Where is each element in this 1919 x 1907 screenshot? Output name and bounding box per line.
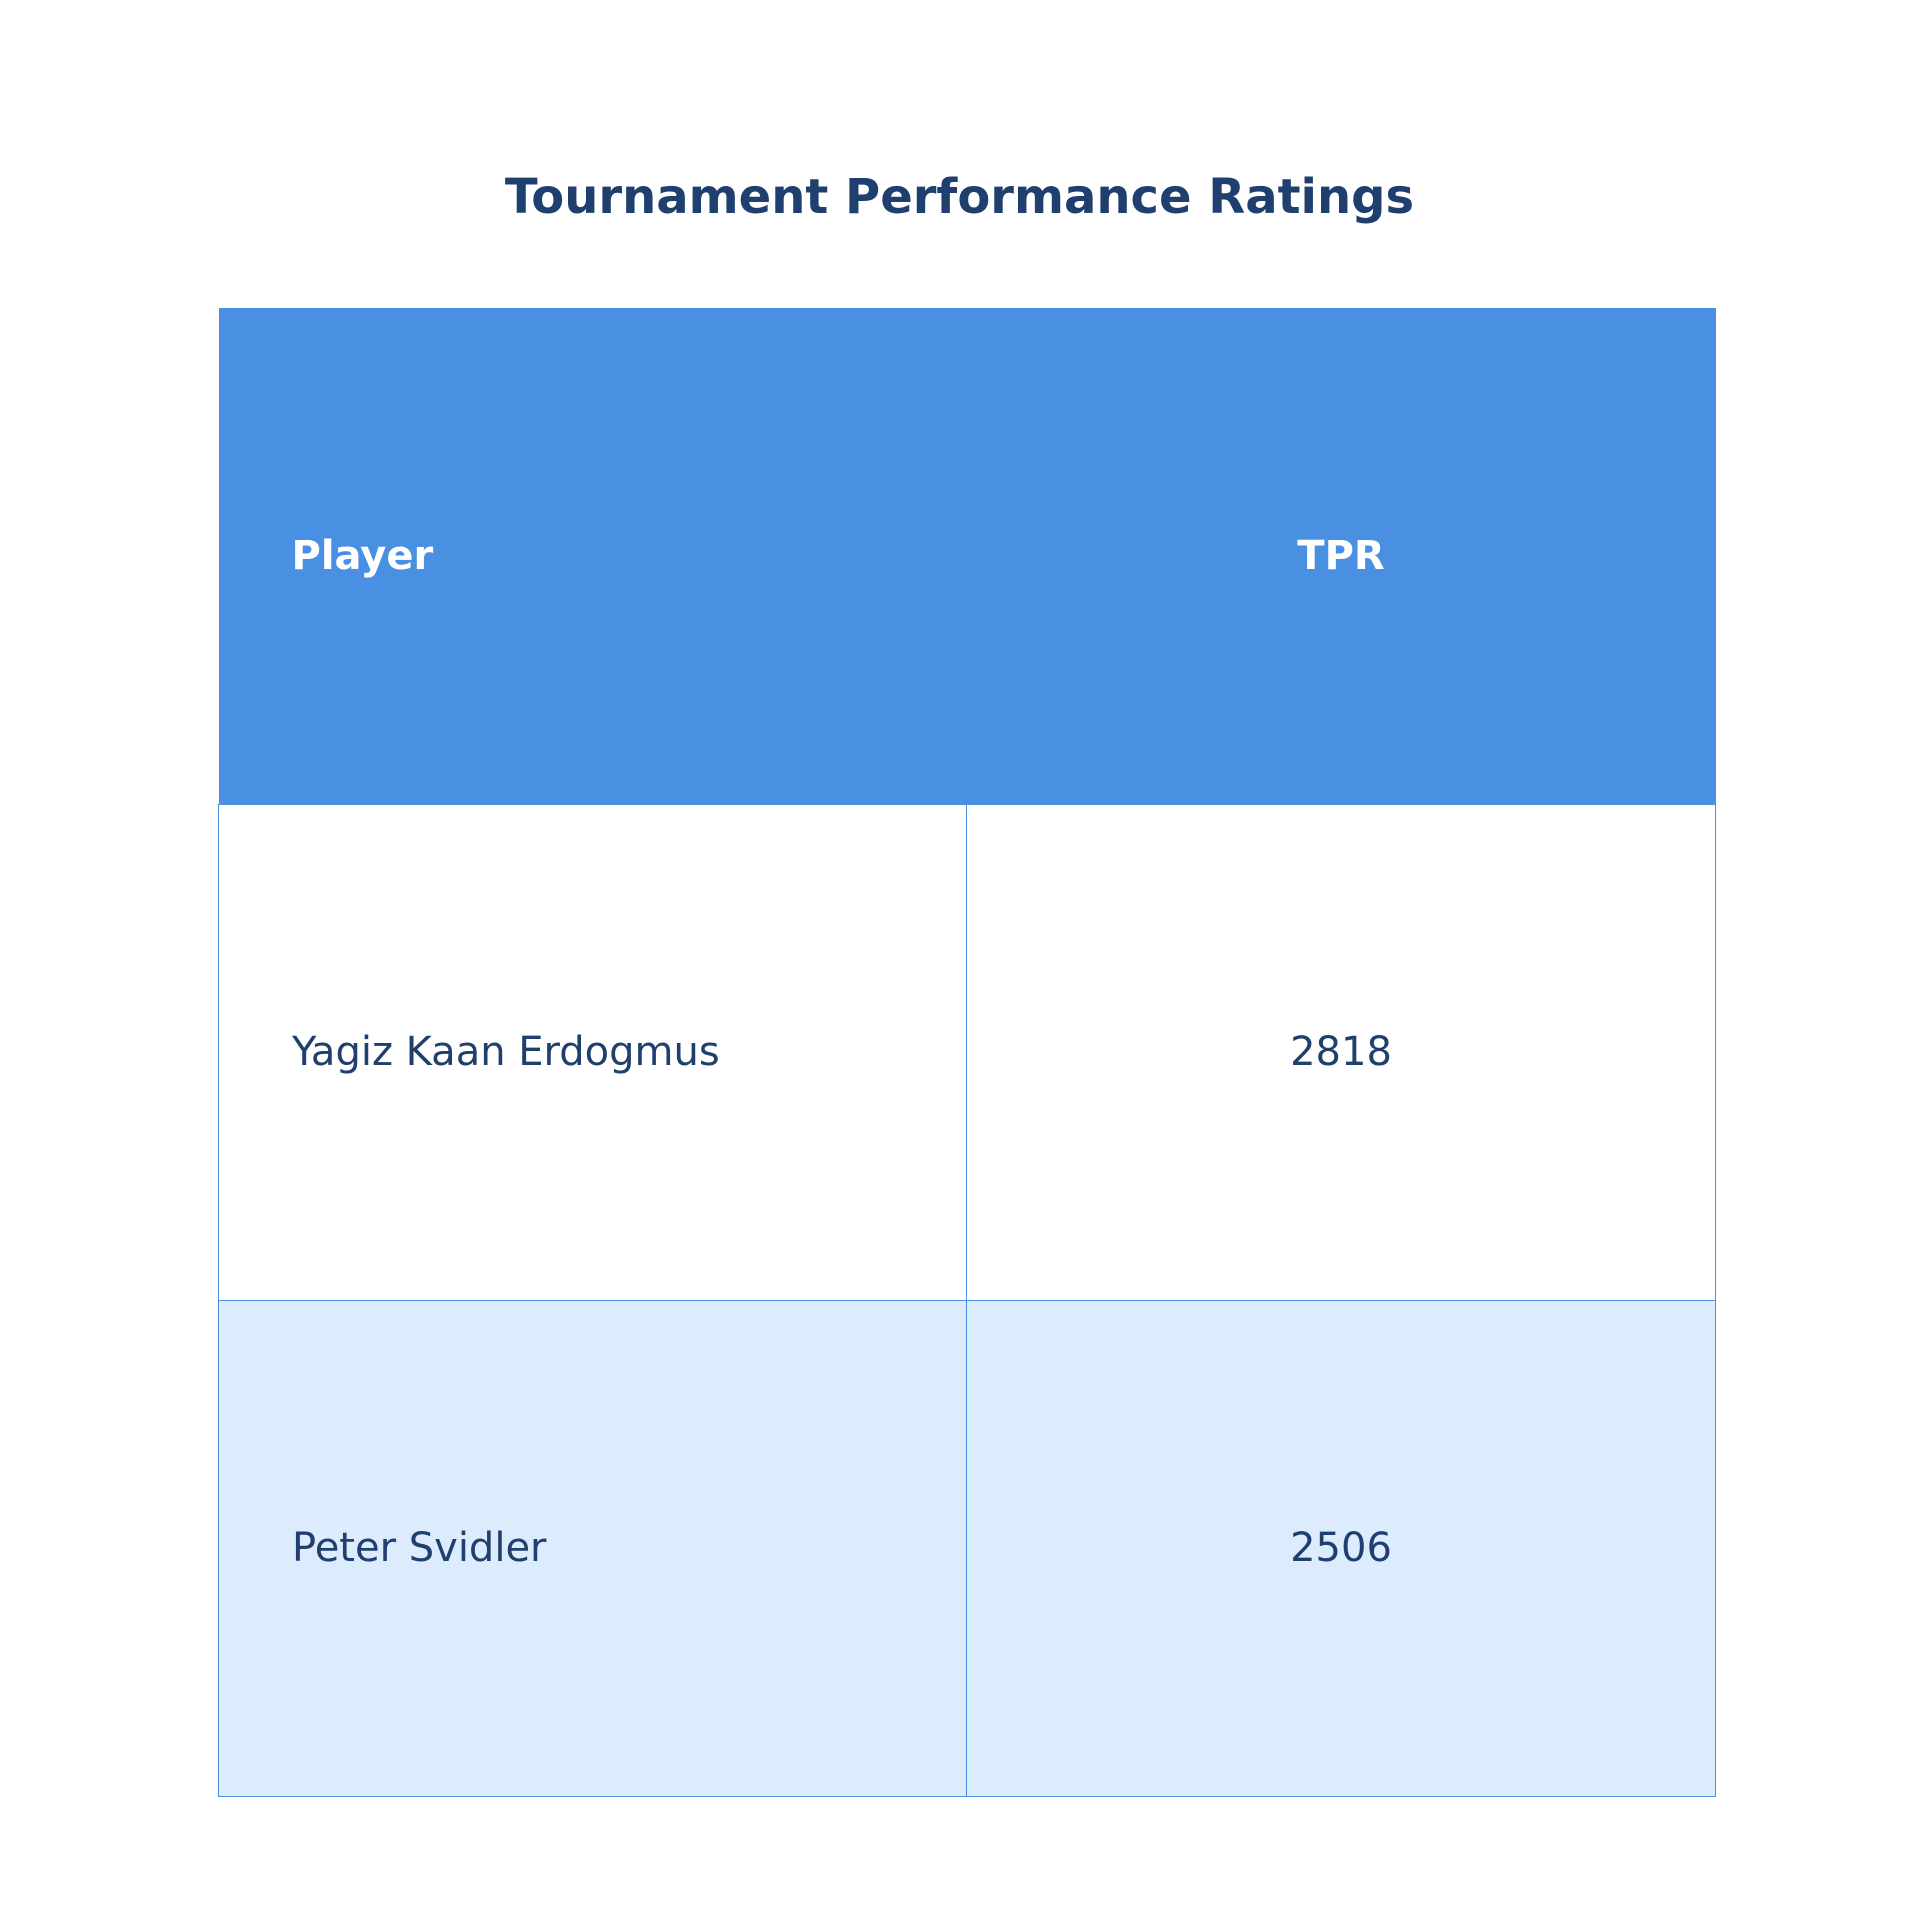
cell-player: Yagiz Kaan Erdogmus	[218, 803, 967, 1301]
table-row: Peter Svidler 2506	[218, 1299, 1716, 1797]
cell-tpr: 2506	[966, 1299, 1716, 1797]
ratings-table: Player TPR Yagiz Kaan Erdogmus 2818 Pete…	[218, 308, 1716, 1797]
cell-tpr: 2818	[966, 803, 1716, 1301]
table-header-row: Player TPR	[218, 308, 1716, 804]
table-row: Yagiz Kaan Erdogmus 2818	[218, 803, 1716, 1301]
column-header-tpr: TPR	[966, 308, 1716, 804]
column-header-player: Player	[218, 308, 967, 804]
cell-player: Peter Svidler	[218, 1299, 967, 1797]
chart-title: Tournament Performance Ratings	[504, 169, 1415, 225]
